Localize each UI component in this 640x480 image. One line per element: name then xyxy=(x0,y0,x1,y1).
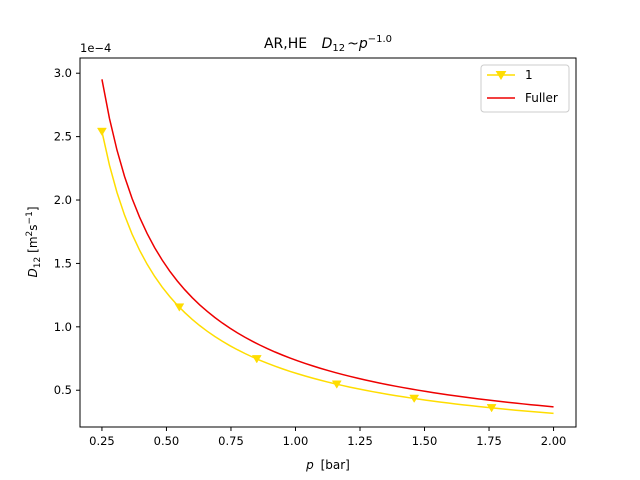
chart-title-relation: ~ xyxy=(347,36,359,52)
legend: 1 Fuller xyxy=(480,64,570,113)
data-marker-series-1 xyxy=(409,394,420,403)
y-tick-label: 0.5 xyxy=(54,383,72,397)
x-axis-label-unit: [bar] xyxy=(321,458,350,472)
x-tick-label: 2.00 xyxy=(541,434,567,448)
y-axis-label-unit-exp2: −1 xyxy=(25,211,35,224)
x-axis-label: p [bar] xyxy=(305,458,350,472)
data-marker-series-1 xyxy=(331,380,342,389)
chart-title-exponent: −1.0 xyxy=(368,34,392,45)
chart-title-symbol: D xyxy=(322,36,333,52)
y-tick-label: 1.0 xyxy=(54,320,72,334)
x-tick-label: 1.25 xyxy=(347,434,373,448)
y-axis-label-unit-open: [m xyxy=(26,236,40,252)
legend-box xyxy=(480,64,570,113)
plot-area xyxy=(79,57,577,428)
series-layer xyxy=(96,79,554,415)
data-marker-series-1 xyxy=(251,355,262,364)
y-axis-ticks: 0.5 1.0 1.5 2.0 2.5 3.0 xyxy=(54,66,80,397)
x-tick-label: 1.00 xyxy=(283,434,309,448)
legend-label-fuller: Fuller xyxy=(525,91,558,105)
x-axis-label-symbol: p xyxy=(305,458,314,472)
y-axis-label-symbol: D xyxy=(26,268,40,277)
y-tick-label: 1.5 xyxy=(54,256,72,270)
y-tick-label: 2.5 xyxy=(54,130,72,144)
chart-title: AR,HE D12 ~p−1.0 xyxy=(264,34,392,54)
data-marker-series-1 xyxy=(486,404,497,413)
x-tick-label: 1.50 xyxy=(412,434,438,448)
y-axis-label-subscript: 12 xyxy=(33,257,43,268)
y-axis-label-unit-exp1: 2 xyxy=(25,231,35,237)
legend-label-series-1: 1 xyxy=(525,68,533,82)
chart-title-prefix: AR,HE xyxy=(264,36,307,52)
data-marker-series-1 xyxy=(174,303,185,312)
y-axis-label: D12 [m2s−1] xyxy=(25,206,43,277)
y-tick-label: 3.0 xyxy=(54,66,72,80)
chart-title-subscript: 12 xyxy=(332,43,345,54)
data-marker-series-1 xyxy=(96,127,107,137)
legend-marker-series-1 xyxy=(495,71,507,80)
chart-title-base: p xyxy=(358,36,368,52)
y-axis-label-unit-close: ] xyxy=(26,206,40,211)
y-axis-label-unit-mid: s xyxy=(26,224,40,230)
x-tick-label: 1.75 xyxy=(476,434,502,448)
y-offset-text: 1e−4 xyxy=(80,41,111,55)
x-tick-label: 0.25 xyxy=(89,434,115,448)
x-tick-label: 0.75 xyxy=(218,434,244,448)
x-tick-label: 0.50 xyxy=(154,434,180,448)
series-line-fuller xyxy=(101,79,554,408)
x-axis-ticks: 0.25 0.50 0.75 1.00 1.25 1.50 1.75 2.00 xyxy=(89,427,566,448)
y-tick-label: 2.0 xyxy=(54,193,72,207)
